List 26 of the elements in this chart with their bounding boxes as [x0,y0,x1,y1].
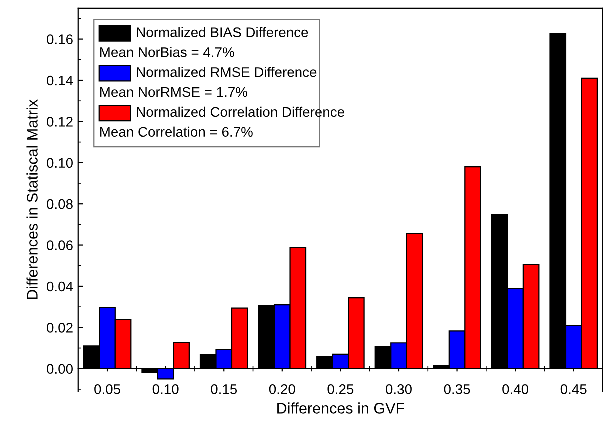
y-tick-label: 0.12 [47,117,73,127]
legend-label: Normalized Correlation Difference [137,106,344,118]
x-tick-label: 0.30 [386,384,412,394]
x-tick-label: 0.05 [94,384,120,394]
x-tick-label: 0.10 [152,384,179,394]
x-tick-label: 0.20 [269,384,296,394]
legend-label: Normalized BIAS Difference [137,27,308,38]
y-tick-label: 0.08 [47,199,73,210]
y-tick-label: 0.02 [47,323,73,333]
y-tick-label: 0.16 [47,34,73,44]
y-tick-label: 0.06 [47,240,73,250]
y-tick-label: 0.00 [47,364,73,374]
x-tick-label: 0.35 [444,384,470,394]
annotation: Mean Correlation = 6.7% [100,126,253,138]
legend-label: Normalized RMSE Difference [137,67,317,78]
y-tick-label: 0.10 [47,158,73,168]
annotation: Mean NorRMSE = 1.7% [100,87,248,98]
x-tick-label: 0.15 [211,384,238,394]
x-tick-label: 0.40 [502,384,529,394]
y-axis-title: Differences in Statiscal Matrix [26,100,38,300]
annotation: Mean NorBias = 4.7% [100,47,234,58]
y-tick-label: 0.04 [47,282,74,292]
x-tick-label: 0.25 [328,384,354,394]
x-axis-title: Differences in GVF [278,402,404,414]
x-tick-label: 0.45 [560,384,587,394]
y-tick-label: 0.14 [47,76,74,86]
